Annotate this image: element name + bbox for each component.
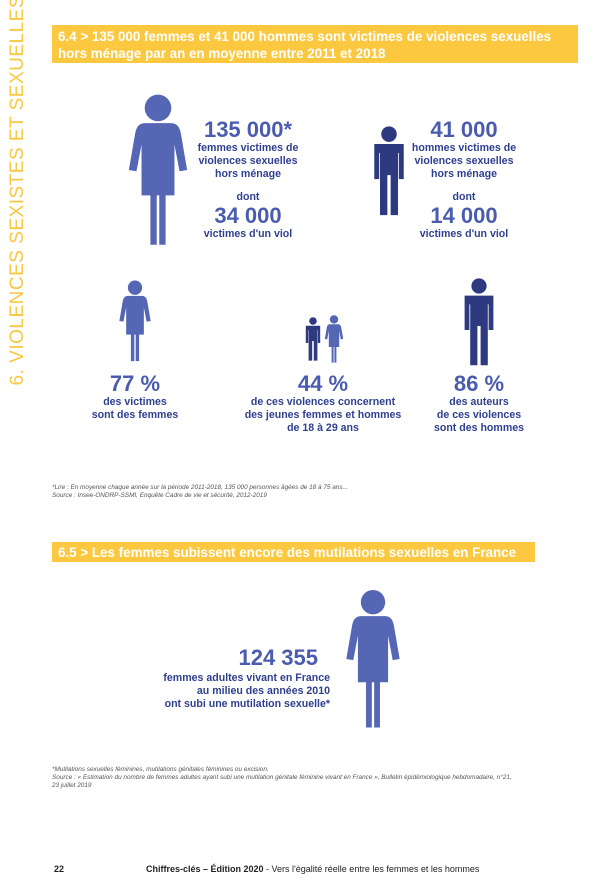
young-victims-stat: 44 % de ces violences concernent des jeu… — [238, 372, 408, 435]
young-victims-line-1: de ces violences concernent — [250, 396, 396, 408]
men-rape-label: victimes d'un viol — [419, 228, 509, 240]
chapter-side-title: 6. VIOLENCES SEXISTES ET SEXUELLES — [2, 0, 34, 385]
men-victims-value: 41 000 — [430, 117, 498, 142]
section-banner-6-5: 6.5 > Les femmes subissent encore des mu… — [52, 542, 535, 562]
victims-women-line-1: des victimes — [103, 396, 167, 408]
woman-icon — [324, 315, 344, 363]
mutilation-value: 124 355 — [238, 645, 318, 670]
mutilation-line-2: au milieu des années 2010 — [196, 685, 330, 697]
woman-icon — [119, 280, 151, 362]
women-victims-desc-3: hors ménage — [215, 168, 281, 180]
women-rape-value: 34 000 — [214, 203, 282, 228]
authors-men-line-3: sont des hommes — [433, 422, 525, 434]
section-6-5-source-date: 23 juillet 2019 — [52, 782, 92, 789]
men-rape-value: 14 000 — [430, 203, 498, 228]
footer-text: Chiffres-clés – Édition 2020 - Vers l'ég… — [146, 864, 479, 874]
young-victims-line-3: de 18 à 29 ans — [287, 422, 359, 434]
victims-women-line-2: sont des femmes — [91, 409, 179, 421]
section-6-5-source: Source : « Estimation du nombre de femme… — [52, 774, 512, 781]
section-banner-6-4: 6.4 > 135 000 femmes et 41 000 hommes so… — [52, 25, 578, 63]
section-6-4-notes: *Lire : En moyenne chaque année sur la p… — [52, 484, 552, 500]
section-6-4-source: Source : Insee-ONDRP-SSMI, Enquête Cadre… — [52, 492, 267, 499]
women-victims-desc-2: violences sexuelles — [198, 155, 298, 167]
footer-subtitle: Vers l'égalité réelle entre les femmes e… — [271, 864, 480, 874]
section-6-5-note-1: *Mutilations sexuelles féminines, mutila… — [52, 766, 269, 773]
young-victims-line-2: des jeunes femmes et hommes — [244, 409, 402, 421]
authors-men-line-2: de ces violences — [436, 409, 522, 421]
women-victims-value: 135 000* — [203, 117, 293, 142]
chapter-title: 6. VIOLENCES SEXISTES ET SEXUELLES — [7, 0, 28, 386]
man-icon — [464, 278, 494, 366]
women-rape-label: victimes d'un viol — [203, 228, 293, 240]
men-dont-label: dont — [452, 191, 476, 203]
mutilation-stat: 124 355 femmes adultes vivant en France … — [140, 646, 330, 711]
women-victims-desc-1: femmes victimes de — [197, 142, 299, 154]
section-6-4-note-1: *Lire : En moyenne chaque année sur la p… — [52, 484, 348, 491]
footer-title: Chiffres-clés – Édition 2020 — [146, 864, 264, 874]
woman-icon — [346, 589, 400, 728]
mutilation-line-3: ont subi une mutilation sexuelle* — [164, 698, 330, 710]
authors-men-line-1: des auteurs — [449, 396, 509, 408]
victims-women-stat: 77 % des victimes sont des femmes — [80, 372, 190, 422]
man-icon — [305, 317, 321, 361]
victims-women-value: 77 % — [109, 371, 161, 396]
authors-men-stat: 86 % des auteurs de ces violences sont d… — [424, 372, 534, 435]
authors-men-value: 86 % — [453, 371, 505, 396]
men-victims-desc-2: violences sexuelles — [414, 155, 514, 167]
page-number: 22 — [54, 864, 65, 874]
men-victims-desc-1: hommes victimes de — [411, 142, 517, 154]
men-victims-desc-3: hors ménage — [431, 168, 497, 180]
footer-separator: - — [263, 864, 272, 874]
woman-icon — [128, 94, 188, 245]
man-icon — [374, 126, 404, 216]
young-victims-value: 44 % — [297, 371, 349, 396]
men-victims-stat: 41 000 hommes victimes de violences sexu… — [402, 118, 526, 241]
section-6-5-notes: *Mutilations sexuelles féminines, mutila… — [52, 766, 592, 790]
women-victims-stat: 135 000* femmes victimes de violences se… — [186, 118, 310, 241]
mutilation-line-1: femmes adultes vivant en France — [163, 672, 330, 684]
women-dont-label: dont — [236, 191, 260, 203]
